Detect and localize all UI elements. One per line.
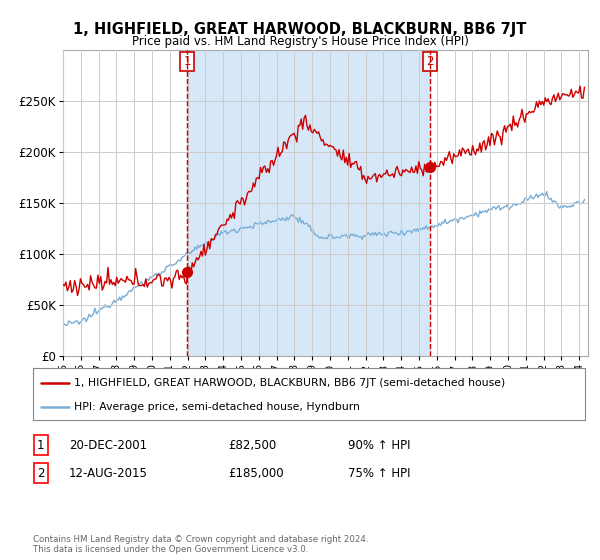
Text: 90% ↑ HPI: 90% ↑ HPI [348, 438, 410, 452]
Text: 1, HIGHFIELD, GREAT HARWOOD, BLACKBURN, BB6 7JT (semi-detached house): 1, HIGHFIELD, GREAT HARWOOD, BLACKBURN, … [74, 378, 506, 388]
Text: 12-AUG-2015: 12-AUG-2015 [69, 466, 148, 480]
Text: 1: 1 [183, 55, 191, 68]
Text: 75% ↑ HPI: 75% ↑ HPI [348, 466, 410, 480]
Text: HPI: Average price, semi-detached house, Hyndburn: HPI: Average price, semi-detached house,… [74, 402, 360, 412]
Bar [187, 50, 430, 356]
Text: £185,000: £185,000 [228, 466, 284, 480]
Text: Contains HM Land Registry data © Crown copyright and database right 2024.
This d: Contains HM Land Registry data © Crown c… [33, 535, 368, 554]
Text: 2: 2 [37, 466, 44, 480]
Text: Price paid vs. HM Land Registry's House Price Index (HPI): Price paid vs. HM Land Registry's House … [131, 35, 469, 48]
Text: 20-DEC-2001: 20-DEC-2001 [69, 438, 147, 452]
Text: £82,500: £82,500 [228, 438, 276, 452]
Text: 2: 2 [426, 55, 434, 68]
Text: 1: 1 [37, 438, 44, 452]
Text: 1, HIGHFIELD, GREAT HARWOOD, BLACKBURN, BB6 7JT: 1, HIGHFIELD, GREAT HARWOOD, BLACKBURN, … [73, 22, 527, 38]
